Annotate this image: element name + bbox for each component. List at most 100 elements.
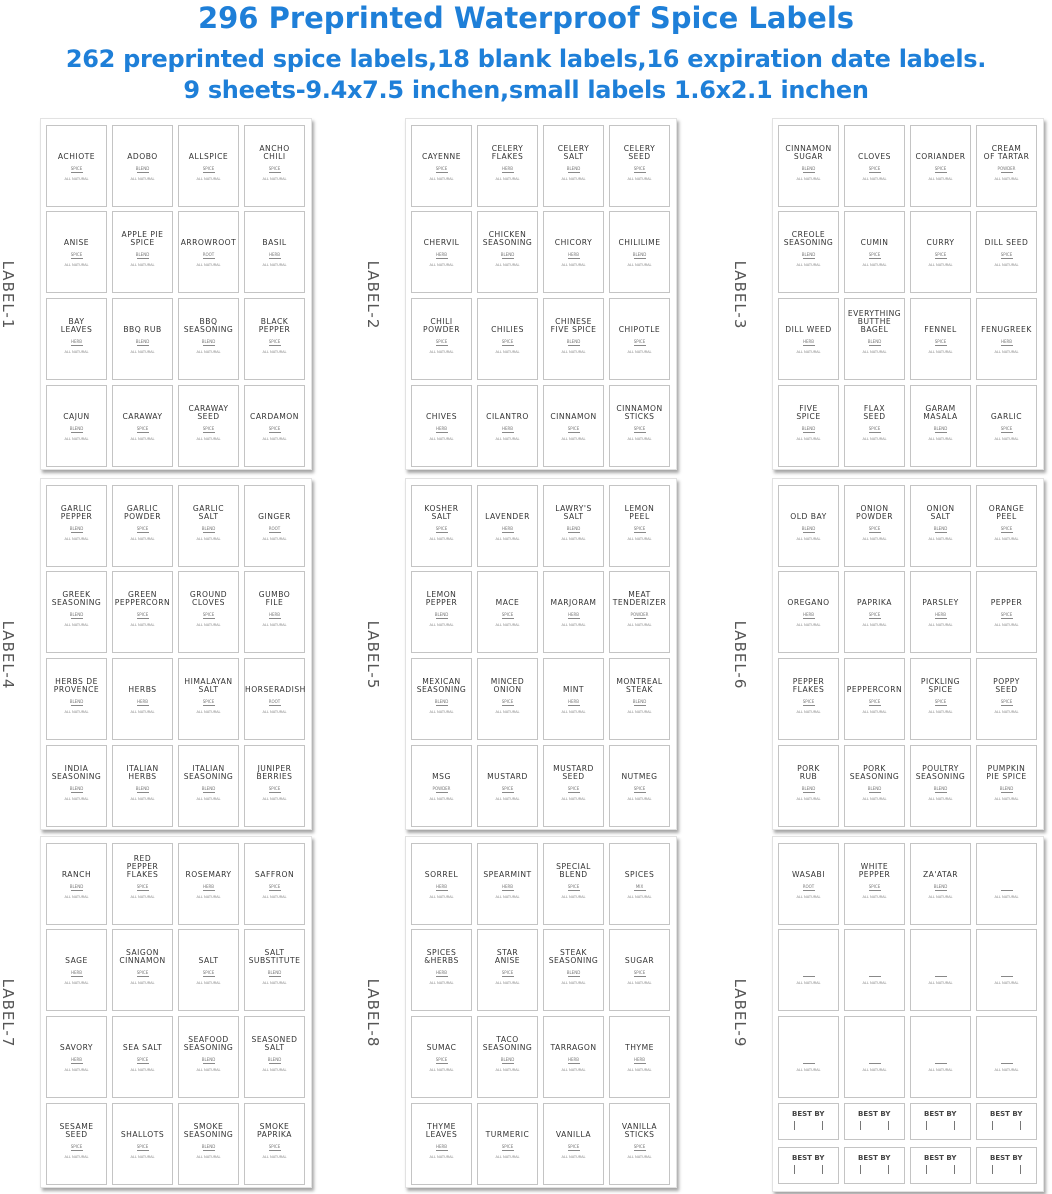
spice-label[interactable]: SEASONED SALT BLEND ALL NATURAL [244,1016,305,1098]
spice-label[interactable]: CHILI POWDER SPICE ALL NATURAL [411,298,472,380]
spice-label[interactable]: ANISE SPICE ALL NATURAL [46,211,107,293]
spice-label[interactable]: GROUND CLOVES SPICE ALL NATURAL [178,571,239,653]
spice-label[interactable]: SAFFRON SPICE ALL NATURAL [244,843,305,925]
spice-label[interactable]: TARRAGON HERB ALL NATURAL [543,1016,604,1098]
spice-label[interactable]: ONION POWDER SPICE ALL NATURAL [844,485,905,567]
spice-label[interactable]: BASIL HERB ALL NATURAL [244,211,305,293]
spice-label[interactable]: APPLE PIE SPICE BLEND ALL NATURAL [112,211,173,293]
spice-label[interactable]: HORSERADISH ROOT ALL NATURAL [244,658,305,740]
spice-label[interactable]: PEPPER FLAKES SPICE ALL NATURAL [778,658,839,740]
spice-label[interactable]: SAIGON CINNAMON SPICE ALL NATURAL [112,929,173,1011]
spice-label[interactable]: CELERY FLAKES HERB ALL NATURAL [477,125,538,207]
spice-label[interactable]: MSG POWDER ALL NATURAL [411,745,472,827]
spice-label[interactable]: CILANTRO HERB ALL NATURAL [477,385,538,467]
best-by-label[interactable]: BEST BY [976,1103,1037,1140]
spice-label[interactable]: CHILILIME BLEND ALL NATURAL [609,211,670,293]
spice-label[interactable]: BBQ SEASONING BLEND ALL NATURAL [178,298,239,380]
spice-label[interactable]: EVERYTHING BUTTHE BAGEL BLEND ALL NATURAL [844,298,905,380]
spice-label[interactable]: THYME HERB ALL NATURAL [609,1016,670,1098]
spice-label[interactable]: SUGAR SPICE ALL NATURAL [609,929,670,1011]
best-by-label[interactable]: BEST BY [844,1147,905,1184]
spice-label[interactable]: SALT SPICE ALL NATURAL [178,929,239,1011]
spice-label[interactable]: MARJORAM HERB ALL NATURAL [543,571,604,653]
spice-label[interactable]: ROSEMARY HERB ALL NATURAL [178,843,239,925]
spice-label[interactable]: CAYENNE SPICE ALL NATURAL [411,125,472,207]
spice-label[interactable]: ALLSPICE SPICE ALL NATURAL [178,125,239,207]
spice-label[interactable]: PORK RUB BLEND ALL NATURAL [778,745,839,827]
spice-label[interactable]: CHIPOTLE SPICE ALL NATURAL [609,298,670,380]
best-by-label[interactable]: BEST BY [844,1103,905,1140]
spice-label[interactable]: BAY LEAVES HERB ALL NATURAL [46,298,107,380]
spice-label[interactable]: BLACK PEPPER SPICE ALL NATURAL [244,298,305,380]
spice-label[interactable]: SPICES &HERBS HERB ALL NATURAL [411,929,472,1011]
spice-label[interactable]: SORREL HERB ALL NATURAL [411,843,472,925]
spice-label[interactable]: ITALIAN SEASONING BLEND ALL NATURAL [178,745,239,827]
spice-label[interactable]: OREGANO HERB ALL NATURAL [778,571,839,653]
spice-label[interactable]: MINCED ONION SPICE ALL NATURAL [477,658,538,740]
spice-label[interactable]: OLD BAY BLEND ALL NATURAL [778,485,839,567]
spice-label[interactable]: GINGER ROOT ALL NATURAL [244,485,305,567]
spice-label[interactable]: CARAWAY SEED SPICE ALL NATURAL [178,385,239,467]
spice-label[interactable]: ARROWROOT ROOT ALL NATURAL [178,211,239,293]
spice-label[interactable]: ALL NATURAL [910,1016,971,1098]
spice-label[interactable]: CINNAMON SUGAR BLEND ALL NATURAL [778,125,839,207]
spice-label[interactable]: JUNIPER BERRIES SPICE ALL NATURAL [244,745,305,827]
spice-label[interactable]: FENUGREEK HERB ALL NATURAL [976,298,1037,380]
spice-label[interactable]: PORK SEASONING BLEND ALL NATURAL [844,745,905,827]
spice-label[interactable]: ZA'ATAR BLEND ALL NATURAL [910,843,971,925]
spice-label[interactable]: MEAT TENDERIZER POWDER ALL NATURAL [609,571,670,653]
spice-label[interactable]: LEMON PEPPER BLEND ALL NATURAL [411,571,472,653]
best-by-label[interactable]: BEST BY [976,1147,1037,1184]
spice-label[interactable]: STAR ANISE SPICE ALL NATURAL [477,929,538,1011]
spice-label[interactable]: ONION SALT BLEND ALL NATURAL [910,485,971,567]
spice-label[interactable]: SAVORY HERB ALL NATURAL [46,1016,107,1098]
spice-label[interactable]: VANILLA STICKS SPICE ALL NATURAL [609,1103,670,1185]
spice-label[interactable]: POULTRY SEASONING BLEND ALL NATURAL [910,745,971,827]
spice-label[interactable]: CELERY SEED SPICE ALL NATURAL [609,125,670,207]
spice-label[interactable]: PARSLEY HERB ALL NATURAL [910,571,971,653]
spice-label[interactable]: ALL NATURAL [844,1016,905,1098]
spice-label[interactable]: DILL SEED SPICE ALL NATURAL [976,211,1037,293]
spice-label[interactable]: DILL WEED HERB ALL NATURAL [778,298,839,380]
spice-label[interactable]: CELERY SALT BLEND ALL NATURAL [543,125,604,207]
spice-label[interactable]: ALL NATURAL [976,1016,1037,1098]
spice-label[interactable]: CHINESE FIVE SPICE BLEND ALL NATURAL [543,298,604,380]
spice-label[interactable]: SAGE HERB ALL NATURAL [46,929,107,1011]
spice-label[interactable]: SMOKE PAPRIKA SPICE ALL NATURAL [244,1103,305,1185]
spice-label[interactable]: GUMBO FILE HERB ALL NATURAL [244,571,305,653]
spice-label[interactable]: LAVENDER HERB ALL NATURAL [477,485,538,567]
spice-label[interactable]: GREEN PEPPERCORN SPICE ALL NATURAL [112,571,173,653]
spice-label[interactable]: GARLIC POWDER SPICE ALL NATURAL [112,485,173,567]
spice-label[interactable]: MUSTARD SEED SPICE ALL NATURAL [543,745,604,827]
spice-label[interactable]: CHICKEN SEASONING BLEND ALL NATURAL [477,211,538,293]
spice-label[interactable]: MACE SPICE ALL NATURAL [477,571,538,653]
spice-label[interactable]: SALT SUBSTITUTE BLEND ALL NATURAL [244,929,305,1011]
spice-label[interactable]: POPPY SEED SPICE ALL NATURAL [976,658,1037,740]
spice-label[interactable]: CHILIES SPICE ALL NATURAL [477,298,538,380]
spice-label[interactable]: FIVE SPICE BLEND ALL NATURAL [778,385,839,467]
spice-label[interactable]: CINNAMON SPICE ALL NATURAL [543,385,604,467]
spice-label[interactable]: SUMAC SPICE ALL NATURAL [411,1016,472,1098]
spice-label[interactable]: MINT HERB ALL NATURAL [543,658,604,740]
spice-label[interactable]: CREOLE SEASONING BLEND ALL NATURAL [778,211,839,293]
spice-label[interactable]: CARDAMON SPICE ALL NATURAL [244,385,305,467]
spice-label[interactable]: CARAWAY SPICE ALL NATURAL [112,385,173,467]
spice-label[interactable]: PUMPKIN PIE SPICE BLEND ALL NATURAL [976,745,1037,827]
spice-label[interactable]: MONTREAL STEAK BLEND ALL NATURAL [609,658,670,740]
spice-label[interactable]: INDIA SEASONING BLEND ALL NATURAL [46,745,107,827]
best-by-label[interactable]: BEST BY [910,1103,971,1140]
spice-label[interactable]: RED PEPPER FLAKES SPICE ALL NATURAL [112,843,173,925]
spice-label[interactable]: GARAM MASALA BLEND ALL NATURAL [910,385,971,467]
spice-label[interactable]: SPICES MIX ALL NATURAL [609,843,670,925]
spice-label[interactable]: ADOBO BLEND ALL NATURAL [112,125,173,207]
spice-label[interactable]: CHERVIL HERB ALL NATURAL [411,211,472,293]
spice-label[interactable]: SPECIAL BLEND SPICE ALL NATURAL [543,843,604,925]
spice-label[interactable]: WHITE PEPPER SPICE ALL NATURAL [844,843,905,925]
spice-label[interactable]: STEAK SEASONING BLEND ALL NATURAL [543,929,604,1011]
spice-label[interactable]: CURRY SPICE ALL NATURAL [910,211,971,293]
spice-label[interactable]: ALL NATURAL [778,1016,839,1098]
spice-label[interactable]: ANCHO CHILI SPICE ALL NATURAL [244,125,305,207]
spice-label[interactable]: THYME LEAVES HERB ALL NATURAL [411,1103,472,1185]
spice-label[interactable]: CHIVES HERB ALL NATURAL [411,385,472,467]
spice-label[interactable]: ALL NATURAL [910,929,971,1011]
